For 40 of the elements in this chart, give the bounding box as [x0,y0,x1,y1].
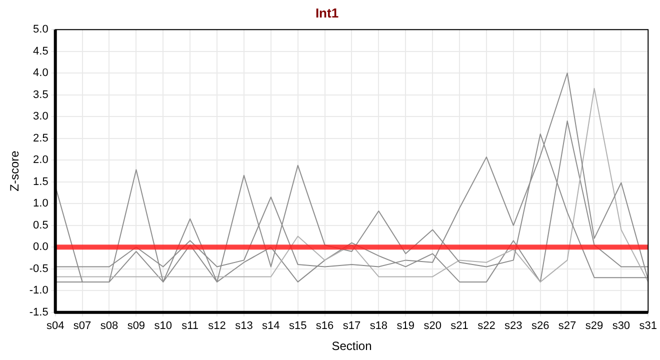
y-tick-label: 5.0 [33,24,48,36]
x-tick-label: s17 [342,320,361,332]
y-tick-label: 2.5 [33,132,48,144]
x-tick-label: s18 [370,320,388,332]
x-tick-label: s15 [288,320,307,332]
x-tick-label: s29 [585,320,604,332]
y-tick-label: -0.5 [29,262,48,275]
x-tick-label: s10 [154,320,172,332]
x-tick-label: s19 [396,320,415,332]
x-tick-label: s31 [639,320,658,332]
x-tick-label: s12 [208,320,226,332]
x-tick-label: s04 [46,320,64,332]
x-tick-label: s11 [182,320,199,332]
x-tick-label: s07 [73,320,92,332]
y-tick-label: 4.0 [33,67,48,80]
x-tick-label: s26 [531,320,550,332]
x-tick-label: s16 [316,320,334,332]
y-tick-label: 3.0 [33,110,48,123]
y-tick-label: 2.0 [33,154,48,166]
y-axis-title: Z-score [8,150,22,192]
x-tick-label: s20 [424,320,442,332]
y-tick-label: -1.0 [29,284,48,297]
x-tick-label: s14 [262,320,280,332]
x-tick-label: s30 [612,320,630,332]
x-axis-title: Section [332,339,372,354]
y-tick-label: -1.5 [29,306,48,318]
x-tick-label: s13 [235,320,253,332]
x-tick-label: s09 [127,320,146,332]
y-tick-label: 3.5 [33,88,48,101]
x-tick-label: s27 [558,320,576,332]
y-tick-label: 0.5 [33,219,48,232]
chart-title: Int1 [315,5,339,20]
y-tick-label: 1.0 [33,198,48,210]
y-tick-label: 1.5 [33,176,48,188]
x-tick-label: s21 [450,320,468,332]
y-tick-label: 4.5 [33,45,48,58]
x-tick-label: s22 [478,320,496,332]
y-tick-label: 0.0 [33,241,48,254]
x-tick-label: s23 [504,320,522,332]
x-tick-label: s08 [100,320,118,332]
